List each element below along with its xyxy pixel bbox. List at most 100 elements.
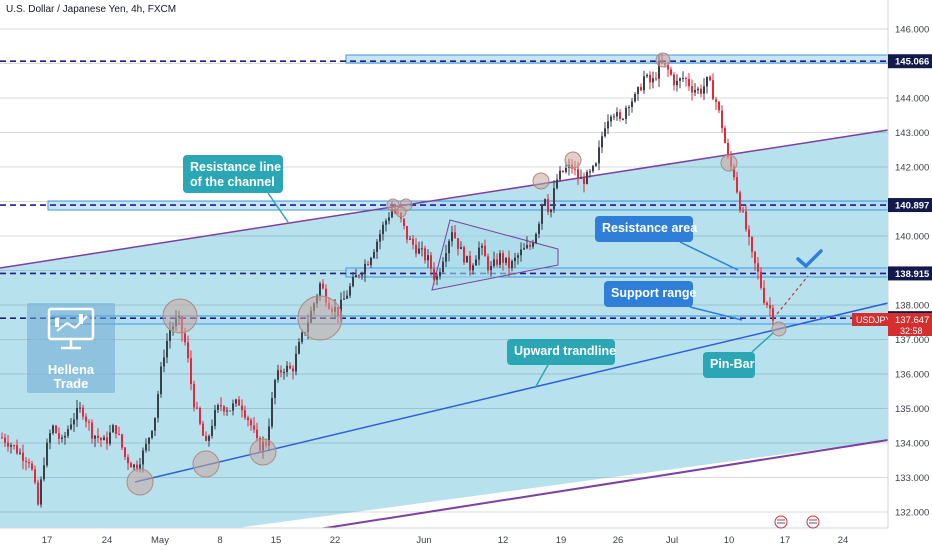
candle-body — [748, 229, 750, 238]
candle-body — [64, 435, 66, 438]
countdown-label: 32:58 — [900, 326, 923, 336]
candle-body — [478, 247, 480, 260]
candle-body — [733, 166, 735, 178]
candle-body — [754, 251, 756, 264]
candle-body — [421, 248, 423, 250]
callout-upward-trendline: Upward trandline — [507, 339, 616, 389]
candle-body — [715, 99, 717, 102]
callout-text: Support range — [611, 286, 696, 300]
candle-body — [433, 268, 435, 280]
candle-body — [637, 87, 639, 94]
callout-text: Pin-Bar — [710, 357, 755, 371]
chart-title: U.S. Dollar / Japanese Yen, 4h, FXCM — [6, 4, 177, 15]
candle-body — [169, 329, 171, 341]
swing-point-circle — [162, 298, 198, 334]
callout-resistance-area: Resistance area — [595, 216, 739, 271]
candle-body — [604, 128, 606, 137]
candle-body — [457, 238, 459, 250]
y-tick-label: 133.000 — [895, 473, 929, 484]
candle-body — [616, 112, 618, 117]
candle-body — [622, 118, 624, 120]
candle-body — [256, 429, 258, 439]
candle-body — [211, 426, 213, 436]
candle-body — [73, 419, 75, 425]
candle-body — [490, 265, 492, 271]
candle-body — [460, 247, 462, 250]
zone-rect — [345, 267, 889, 278]
time-axis-background — [0, 528, 932, 550]
candle-body — [472, 265, 474, 271]
candle-body — [676, 80, 678, 86]
candle-body — [76, 408, 78, 420]
swing-point-circle — [126, 468, 154, 496]
candle-body — [679, 78, 681, 81]
y-tick-label: 136.000 — [895, 370, 929, 381]
candle-body — [31, 463, 33, 470]
candle-body — [403, 218, 405, 226]
candle-body — [598, 147, 600, 164]
candle-body — [214, 409, 216, 427]
candle-body — [376, 241, 378, 252]
candle-body — [70, 424, 72, 430]
candle-body — [418, 248, 420, 254]
candle-body — [685, 78, 687, 80]
candle-body — [223, 406, 225, 412]
candle-body — [187, 342, 189, 359]
candle-body — [430, 255, 432, 269]
candle-body — [16, 445, 18, 454]
candle-body — [346, 295, 348, 299]
callout-pointer — [267, 192, 289, 223]
candle-body — [370, 257, 372, 266]
callout-support-range: Support range — [604, 281, 743, 321]
callout-box — [183, 155, 283, 193]
candle-body — [445, 253, 447, 262]
price-tag: 138.915 — [888, 266, 932, 281]
candle-body — [271, 398, 273, 427]
flag-circle — [806, 515, 820, 529]
x-tick-label: 26 — [613, 535, 624, 546]
x-tick-label: 10 — [724, 535, 735, 546]
candle-body — [454, 232, 456, 239]
swing-point-circle — [655, 52, 671, 68]
candle-body — [481, 245, 483, 248]
y-tick-label: 144.000 — [895, 94, 929, 105]
candle-body — [4, 437, 6, 443]
flag-circle — [774, 515, 788, 529]
candle-body — [493, 259, 495, 266]
candle-body — [274, 379, 276, 399]
projection-line — [776, 275, 809, 315]
candle-body — [556, 179, 558, 189]
x-tick-label: 12 — [498, 535, 509, 546]
candle-body — [112, 425, 114, 433]
candle-body — [709, 76, 711, 81]
candle-body — [367, 263, 369, 266]
candle-body — [49, 433, 51, 443]
candle-body — [511, 261, 513, 269]
candle-body — [322, 283, 324, 289]
candle-body — [523, 248, 525, 250]
candle-body — [706, 76, 708, 87]
callout-pointer — [534, 364, 549, 389]
candle-body — [655, 78, 657, 80]
candle-body — [13, 445, 15, 447]
candle-body — [133, 464, 135, 468]
candle-body — [220, 405, 222, 407]
candle-body — [193, 384, 195, 408]
hellena-trade-logo: Hellena Trade — [27, 303, 115, 393]
triangle-pattern — [431, 219, 559, 291]
swing-point-circle — [564, 151, 582, 169]
candle-body — [205, 435, 207, 441]
candle-body — [253, 425, 255, 430]
candle-body — [292, 368, 294, 372]
candle-body — [739, 192, 741, 211]
candle-body — [145, 443, 147, 451]
price-tag: 140.897 — [888, 198, 932, 213]
x-tick-label: 19 — [556, 535, 567, 546]
candle-body — [607, 121, 609, 129]
candle-body — [247, 417, 249, 421]
price-tag-label: 140.897 — [895, 201, 929, 212]
